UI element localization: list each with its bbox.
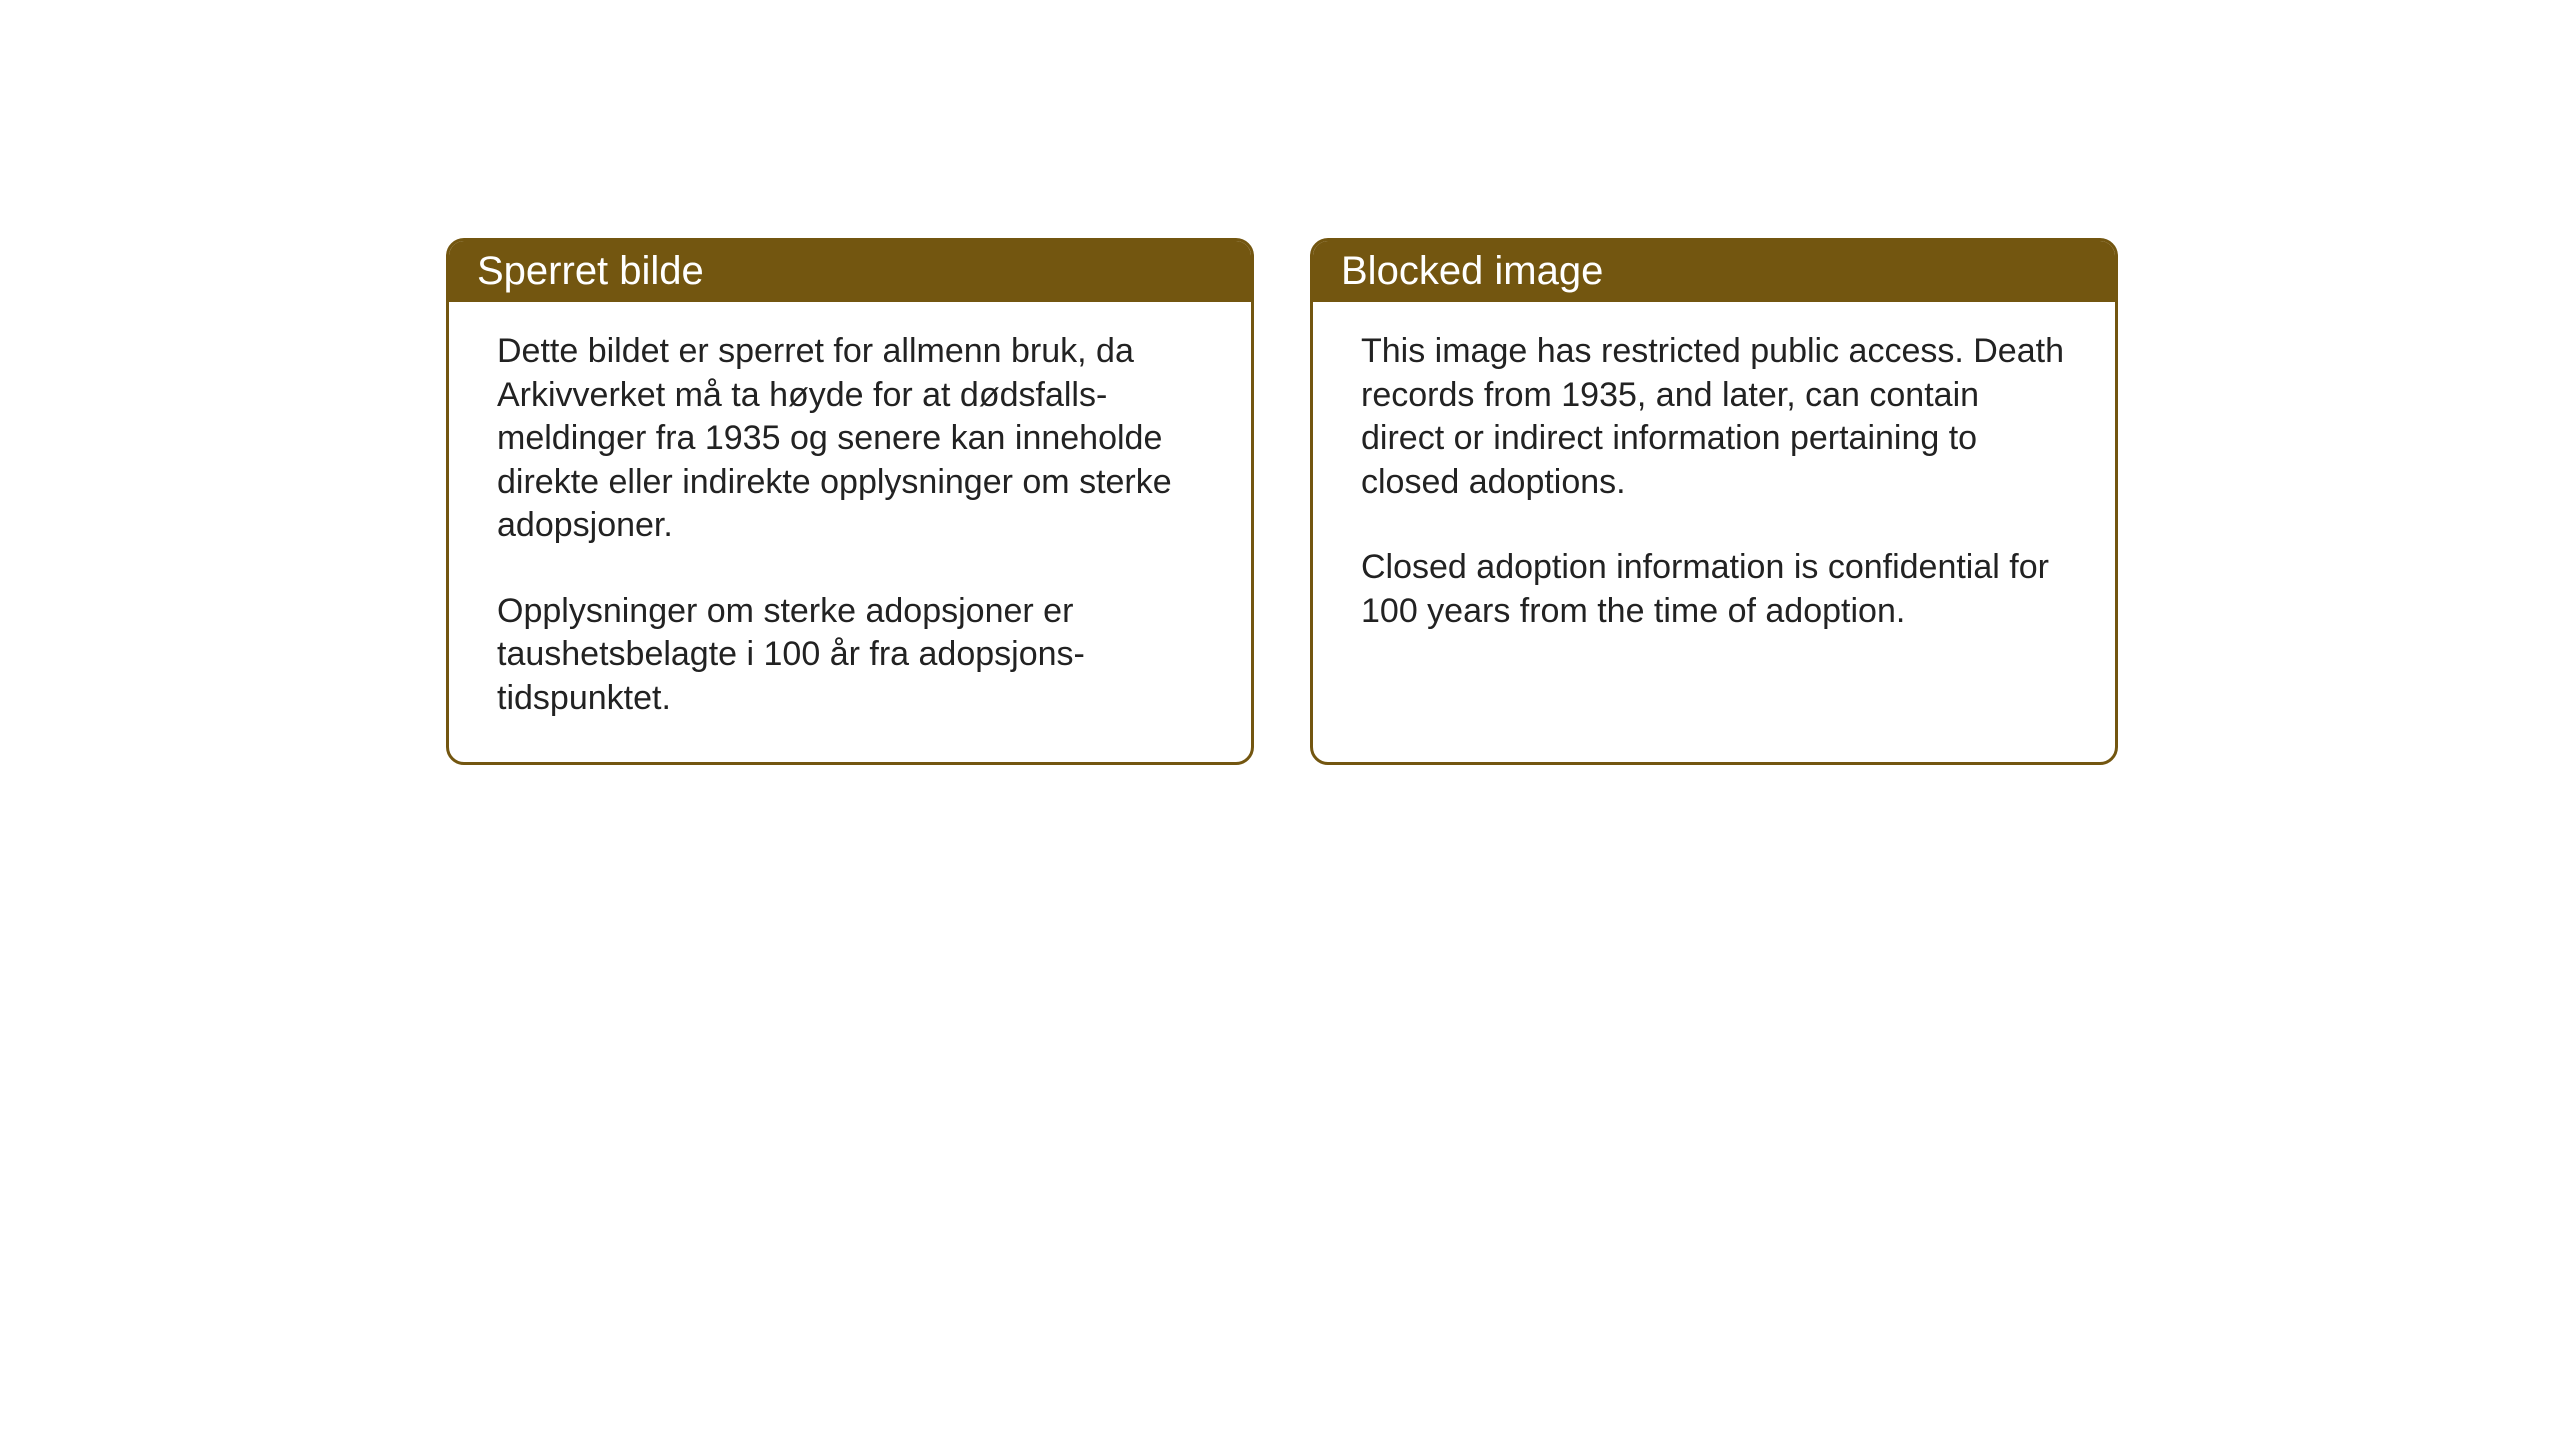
card-body-english: This image has restricted public access.…	[1313, 302, 2115, 732]
notice-card-norwegian: Sperret bilde Dette bildet er sperret fo…	[446, 238, 1254, 765]
notice-container: Sperret bilde Dette bildet er sperret fo…	[446, 238, 2560, 765]
card-header-norwegian: Sperret bilde	[449, 241, 1251, 302]
card-paragraph: Dette bildet er sperret for allmenn bruk…	[497, 330, 1203, 548]
card-paragraph: This image has restricted public access.…	[1361, 330, 2067, 504]
card-body-norwegian: Dette bildet er sperret for allmenn bruk…	[449, 302, 1251, 762]
card-paragraph: Opplysninger om sterke adopsjoner er tau…	[497, 590, 1203, 721]
card-paragraph: Closed adoption information is confident…	[1361, 546, 2067, 633]
card-header-english: Blocked image	[1313, 241, 2115, 302]
notice-card-english: Blocked image This image has restricted …	[1310, 238, 2118, 765]
